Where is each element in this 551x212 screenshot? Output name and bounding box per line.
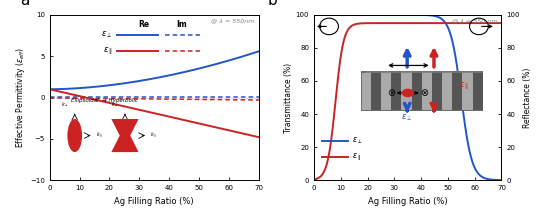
Text: a: a: [20, 0, 30, 8]
Text: $k_\parallel$: $k_\parallel$: [96, 131, 102, 141]
Text: @ λ = 550nm: @ λ = 550nm: [212, 18, 255, 23]
Text: $\varepsilon_\parallel$: $\varepsilon_\parallel$: [102, 46, 112, 57]
Ellipse shape: [67, 119, 82, 152]
Y-axis label: Transmittance (%): Transmittance (%): [284, 63, 293, 132]
Text: Re: Re: [138, 20, 149, 29]
X-axis label: Ag Filling Ratio (%): Ag Filling Ratio (%): [115, 197, 194, 206]
Text: b: b: [267, 0, 277, 8]
Text: Ellipsoidal  → Hyperbolic: Ellipsoidal → Hyperbolic: [71, 98, 137, 103]
Text: @ λ = 550 nm: @ λ = 550 nm: [452, 18, 498, 23]
Text: $\varepsilon_\perp$: $\varepsilon_\perp$: [101, 29, 112, 40]
Text: $k_\perp$: $k_\perp$: [61, 100, 68, 109]
Text: $\varepsilon_\perp$: $\varepsilon_\perp$: [352, 135, 362, 146]
Text: $k_\perp$: $k_\perp$: [111, 100, 118, 109]
X-axis label: Ag Filling Ratio (%): Ag Filling Ratio (%): [368, 197, 447, 206]
Text: $k_\parallel$: $k_\parallel$: [150, 131, 157, 141]
Polygon shape: [111, 119, 138, 152]
Text: $\varepsilon_\parallel$: $\varepsilon_\parallel$: [352, 152, 361, 163]
Y-axis label: Reflectance (%): Reflectance (%): [522, 67, 532, 128]
Text: Im: Im: [176, 20, 187, 29]
Y-axis label: Effective Permittivity ($\varepsilon_{eff}$): Effective Permittivity ($\varepsilon_{ef…: [14, 47, 27, 148]
